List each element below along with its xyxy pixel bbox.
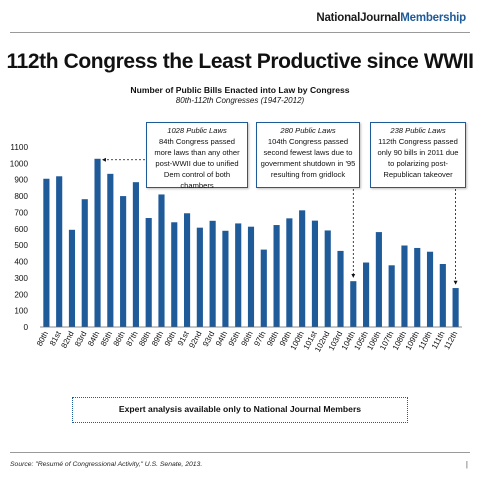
bar	[235, 223, 242, 327]
bar	[94, 158, 101, 327]
x-tick-label: 86th	[112, 330, 127, 348]
bar	[401, 245, 408, 327]
annotation-104th-text: 104th Congress passed second fewest laws…	[260, 137, 356, 179]
brand-logo: NationalJournalMembership	[316, 12, 466, 24]
bar	[324, 230, 331, 327]
x-tick-label: 89th	[150, 330, 165, 348]
source-note: Source: "Resumé of Congressional Activit…	[10, 461, 203, 468]
bar	[260, 249, 267, 327]
bar	[286, 218, 293, 327]
x-tick-label: 80th	[35, 330, 50, 348]
x-tick-label: 97th	[252, 330, 267, 348]
x-tick-label: 93rd	[201, 330, 216, 348]
y-tick-label: 500	[14, 241, 28, 250]
y-tick-label: 700	[14, 208, 28, 217]
bar	[171, 222, 178, 327]
chart-subtitle: Number of Public Bills Enacted into Law …	[130, 85, 350, 95]
bar	[299, 210, 306, 327]
bar	[81, 199, 88, 327]
bar	[337, 250, 344, 327]
bar	[209, 220, 216, 327]
bar	[247, 226, 255, 327]
chart-subtitle-range: 80th-112th Congresses (1947-2012)	[175, 96, 305, 105]
y-tick-label: 0	[23, 323, 28, 332]
bar	[145, 218, 152, 327]
x-tick-label: 112th	[442, 330, 459, 351]
bar	[68, 229, 76, 327]
x-tick-label: 94th	[214, 330, 229, 348]
x-tick-label: 83rd	[73, 330, 88, 348]
bar	[363, 262, 370, 327]
y-tick-label: 1100	[10, 143, 28, 152]
x-tick-label: 84th	[86, 330, 101, 348]
annotation-84th: 1028 Public Laws 84th Congress passed mo…	[146, 122, 248, 190]
brand-part2: Membership	[400, 12, 466, 24]
bar	[183, 213, 191, 327]
annotation-104th-title: 280 Public Laws	[280, 126, 336, 135]
bar	[452, 288, 459, 327]
y-tick-label: 100	[14, 307, 28, 316]
x-tick-label: 96th	[240, 330, 255, 348]
top-rule	[10, 32, 470, 33]
bar	[196, 227, 203, 327]
footer-rule	[10, 452, 470, 453]
annotation-112th-text: 112th Congress passed only 90 bills in 2…	[377, 137, 459, 179]
x-tick-label: 98th	[265, 330, 280, 348]
x-tick-label: 85th	[99, 330, 114, 348]
bar	[439, 264, 446, 327]
bar	[222, 230, 229, 327]
bar	[273, 225, 280, 327]
page-marker: |	[465, 460, 468, 469]
annotation-112th-title: 238 Public Laws	[390, 126, 446, 135]
bar	[375, 232, 382, 327]
x-tick-label: 95th	[227, 330, 242, 348]
x-tick-label: 88th	[137, 330, 152, 348]
x-tick-label: 82nd	[59, 330, 75, 350]
brand-part1: NationalJournal	[316, 12, 401, 24]
annotation-84th-title: 1028 Public Laws	[167, 126, 227, 135]
x-tick-label: 92nd	[187, 330, 203, 350]
bar	[426, 251, 434, 327]
x-tick-label: 90th	[163, 330, 178, 348]
bar	[158, 194, 165, 327]
bar	[56, 176, 63, 327]
chart-title: 112th Congress the Least Productive sinc…	[6, 50, 474, 73]
y-tick-label: 900	[14, 176, 28, 185]
y-tick-label: 1000	[10, 159, 29, 168]
bar	[414, 247, 421, 327]
annotation-104th: 280 Public Laws 104th Congress passed se…	[256, 122, 360, 188]
bar	[311, 220, 319, 327]
y-tick-label: 800	[14, 192, 28, 201]
bar	[132, 182, 139, 327]
x-tick-label: 87th	[124, 330, 139, 348]
members-cta-button[interactable]: Expert analysis available only to Nation…	[72, 397, 408, 423]
bar	[43, 178, 50, 327]
y-tick-label: 200	[14, 290, 28, 299]
y-tick-label: 400	[14, 258, 28, 267]
y-tick-label: 300	[14, 274, 28, 283]
annotation-84th-text: 84th Congress passed more laws than any …	[154, 137, 240, 190]
bar	[120, 196, 127, 327]
bar	[350, 281, 357, 327]
annotation-112th: 238 Public Laws 112th Congress passed on…	[370, 122, 466, 188]
bar	[388, 265, 395, 327]
bar	[107, 173, 114, 327]
y-tick-label: 600	[14, 225, 28, 234]
